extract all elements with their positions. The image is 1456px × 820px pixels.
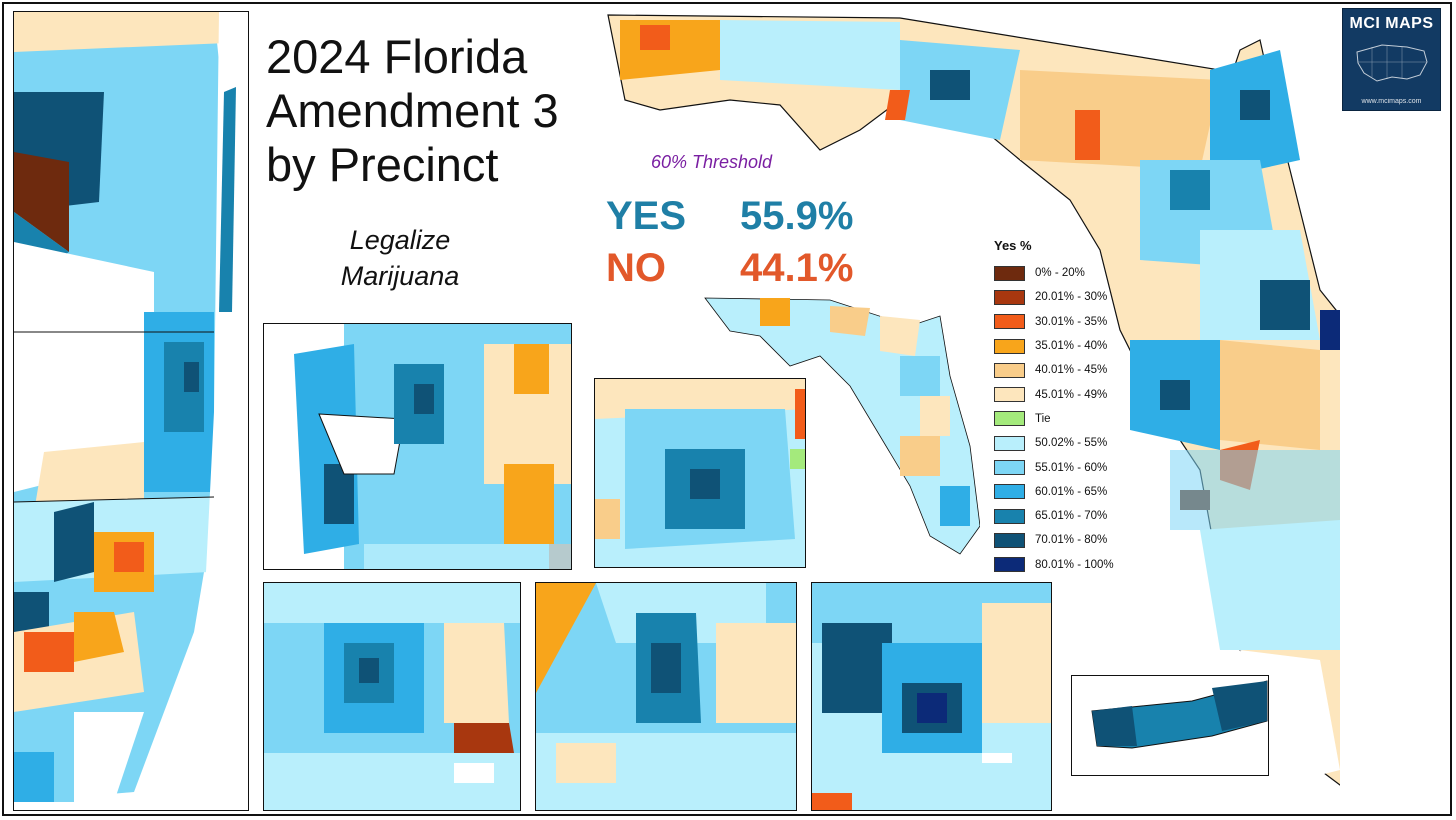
legend-swatch <box>994 362 1025 378</box>
jacksonville-inset <box>535 582 797 811</box>
yes-label: YES <box>606 194 687 238</box>
legend-item: Tie <box>994 407 1114 431</box>
usa-map-icon <box>1355 44 1428 82</box>
map-title: 2024 Florida Amendment 3 by Precinct <box>266 30 559 192</box>
legend-label: 55.01% - 60% <box>1035 461 1108 474</box>
legend-item: 35.01% - 40% <box>994 334 1114 358</box>
legend-swatch <box>994 387 1025 403</box>
legend-item: 70.01% - 80% <box>994 528 1114 552</box>
brand-url: www.mcimaps.com <box>1361 98 1422 105</box>
subtitle-line-1: Legalize <box>349 225 451 255</box>
legend-swatch <box>994 557 1025 573</box>
mci-maps-logo: MCI MAPS www.mcimaps.com <box>1342 8 1441 111</box>
legend-items: 0% - 20% 20.01% - 30% 30.01% - 35% 35.01% -… <box>994 261 1114 577</box>
legend-item: 40.01% - 45% <box>994 358 1114 382</box>
legend-label: 40.01% - 45% <box>1035 364 1108 377</box>
southeast-coast-inset <box>13 11 249 811</box>
legend-item: 60.01% - 65% <box>994 480 1114 504</box>
legend-title: Yes % <box>994 238 1032 253</box>
alachua-inset <box>594 378 806 568</box>
legend-item: 50.02% - 55% <box>994 431 1114 455</box>
brand-name: MCI MAPS <box>1349 15 1434 32</box>
legend-swatch <box>994 532 1025 548</box>
title-line-2: Amendment 3 <box>266 84 559 137</box>
legend-item: 20.01% - 30% <box>994 285 1114 309</box>
legend-label: 60.01% - 65% <box>1035 485 1108 498</box>
no-value: 44.1% <box>740 246 854 290</box>
legend-label: 70.01% - 80% <box>1035 534 1108 547</box>
legend-swatch <box>994 265 1025 281</box>
yes-value: 55.9% <box>740 194 854 238</box>
map-subtitle: Legalize Marijuana <box>300 222 500 294</box>
title-line-1: 2024 Florida <box>266 30 528 83</box>
legend-label: 50.02% - 55% <box>1035 437 1108 450</box>
title-line-3: by Precinct <box>266 138 499 191</box>
legend-swatch <box>994 338 1025 354</box>
legend-swatch <box>994 289 1025 305</box>
key-west-inset <box>1071 675 1269 776</box>
legend-item: 65.01% - 70% <box>994 504 1114 528</box>
legend-item: 45.01% - 49% <box>994 382 1114 406</box>
legend-label: Tie <box>1035 412 1051 425</box>
florida-main-map <box>607 14 1340 786</box>
legend-label: 0% - 20% <box>1035 267 1085 280</box>
legend-swatch <box>994 435 1025 451</box>
orlando-inset <box>263 582 521 811</box>
legend-label: 45.01% - 49% <box>1035 388 1108 401</box>
legend-label: 80.01% - 100% <box>1035 558 1114 571</box>
legend-item: 0% - 20% <box>994 261 1114 285</box>
legend-swatch <box>994 314 1025 330</box>
legend-item: 30.01% - 35% <box>994 310 1114 334</box>
tallahassee-inset <box>811 582 1052 811</box>
legend-swatch <box>994 508 1025 524</box>
legend-label: 65.01% - 70% <box>1035 510 1108 523</box>
legend-label: 20.01% - 30% <box>1035 291 1108 304</box>
legend-swatch <box>994 411 1025 427</box>
tampa-bay-inset <box>263 323 572 570</box>
threshold-label: 60% Threshold <box>651 152 773 172</box>
legend-label: 30.01% - 35% <box>1035 315 1108 328</box>
no-label: NO <box>606 246 666 290</box>
legend-item: 80.01% - 100% <box>994 553 1114 577</box>
legend-label: 35.01% - 40% <box>1035 340 1108 353</box>
legend-swatch <box>994 460 1025 476</box>
subtitle-line-2: Marijuana <box>340 261 460 291</box>
legend-item: 55.01% - 60% <box>994 455 1114 479</box>
legend-swatch <box>994 484 1025 500</box>
county-reference-map <box>704 297 980 555</box>
legend: Yes % 0% - 20% 20.01% - 30% 30.01% - 35% 35… <box>994 238 1114 577</box>
